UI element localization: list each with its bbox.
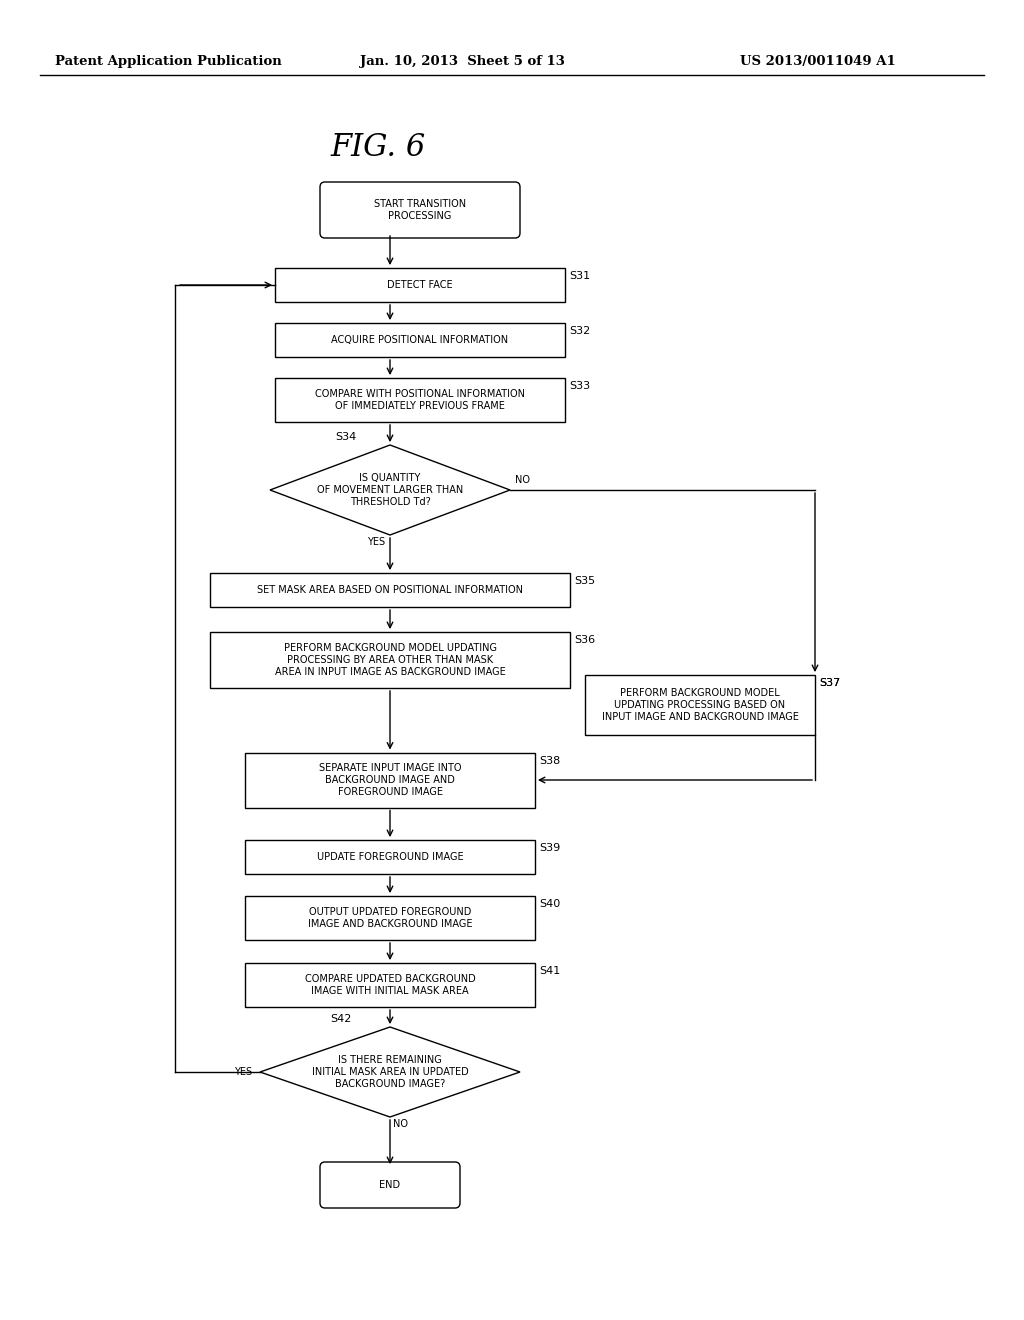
- Text: S37: S37: [819, 678, 841, 688]
- Text: UPDATE FOREGROUND IMAGE: UPDATE FOREGROUND IMAGE: [316, 851, 463, 862]
- Text: DETECT FACE: DETECT FACE: [387, 280, 453, 290]
- Bar: [245, 964, 535, 1007]
- Text: Patent Application Publication: Patent Application Publication: [55, 55, 282, 69]
- Bar: [275, 268, 565, 302]
- Bar: [275, 378, 565, 422]
- Polygon shape: [270, 445, 510, 535]
- Text: END: END: [380, 1180, 400, 1191]
- Text: S42: S42: [330, 1014, 351, 1024]
- FancyBboxPatch shape: [319, 1162, 460, 1208]
- Bar: [585, 675, 815, 735]
- Text: S37: S37: [819, 678, 841, 688]
- Bar: [275, 323, 565, 356]
- Text: COMPARE WITH POSITIONAL INFORMATION
OF IMMEDIATELY PREVIOUS FRAME: COMPARE WITH POSITIONAL INFORMATION OF I…: [315, 389, 525, 411]
- Text: SET MASK AREA BASED ON POSITIONAL INFORMATION: SET MASK AREA BASED ON POSITIONAL INFORM…: [257, 585, 523, 595]
- Text: S31: S31: [569, 271, 590, 281]
- Text: PERFORM BACKGROUND MODEL UPDATING
PROCESSING BY AREA OTHER THAN MASK
AREA IN INP: PERFORM BACKGROUND MODEL UPDATING PROCES…: [274, 643, 506, 677]
- Text: IS QUANTITY
OF MOVEMENT LARGER THAN
THRESHOLD Td?: IS QUANTITY OF MOVEMENT LARGER THAN THRE…: [316, 474, 463, 507]
- Text: US 2013/0011049 A1: US 2013/0011049 A1: [740, 55, 896, 69]
- Bar: [245, 840, 535, 874]
- Text: S40: S40: [539, 899, 560, 909]
- Text: NO: NO: [393, 1119, 408, 1129]
- Text: FIG. 6: FIG. 6: [330, 132, 425, 164]
- Text: S41: S41: [539, 966, 560, 975]
- FancyBboxPatch shape: [319, 182, 520, 238]
- Text: S32: S32: [569, 326, 590, 337]
- Bar: [210, 573, 570, 607]
- Text: YES: YES: [233, 1067, 252, 1077]
- Text: IS THERE REMAINING
INITIAL MASK AREA IN UPDATED
BACKGROUND IMAGE?: IS THERE REMAINING INITIAL MASK AREA IN …: [311, 1056, 468, 1089]
- Polygon shape: [260, 1027, 520, 1117]
- Text: S38: S38: [539, 755, 560, 766]
- Text: PERFORM BACKGROUND MODEL
UPDATING PROCESSING BASED ON
INPUT IMAGE AND BACKGROUND: PERFORM BACKGROUND MODEL UPDATING PROCES…: [601, 689, 799, 722]
- Text: OUTPUT UPDATED FOREGROUND
IMAGE AND BACKGROUND IMAGE: OUTPUT UPDATED FOREGROUND IMAGE AND BACK…: [308, 907, 472, 929]
- Text: YES: YES: [367, 537, 385, 546]
- Text: S35: S35: [574, 576, 595, 586]
- Text: S34: S34: [335, 432, 356, 442]
- Text: NO: NO: [515, 475, 530, 484]
- Text: S39: S39: [539, 843, 560, 853]
- Text: SEPARATE INPUT IMAGE INTO
BACKGROUND IMAGE AND
FOREGROUND IMAGE: SEPARATE INPUT IMAGE INTO BACKGROUND IMA…: [318, 763, 461, 796]
- Bar: [210, 632, 570, 688]
- Text: S33: S33: [569, 381, 590, 391]
- Text: COMPARE UPDATED BACKGROUND
IMAGE WITH INITIAL MASK AREA: COMPARE UPDATED BACKGROUND IMAGE WITH IN…: [304, 974, 475, 995]
- Text: S36: S36: [574, 635, 595, 645]
- Bar: [245, 896, 535, 940]
- Bar: [245, 752, 535, 808]
- Text: Jan. 10, 2013  Sheet 5 of 13: Jan. 10, 2013 Sheet 5 of 13: [360, 55, 565, 69]
- Text: ACQUIRE POSITIONAL INFORMATION: ACQUIRE POSITIONAL INFORMATION: [332, 335, 509, 345]
- Text: START TRANSITION
PROCESSING: START TRANSITION PROCESSING: [374, 199, 466, 220]
